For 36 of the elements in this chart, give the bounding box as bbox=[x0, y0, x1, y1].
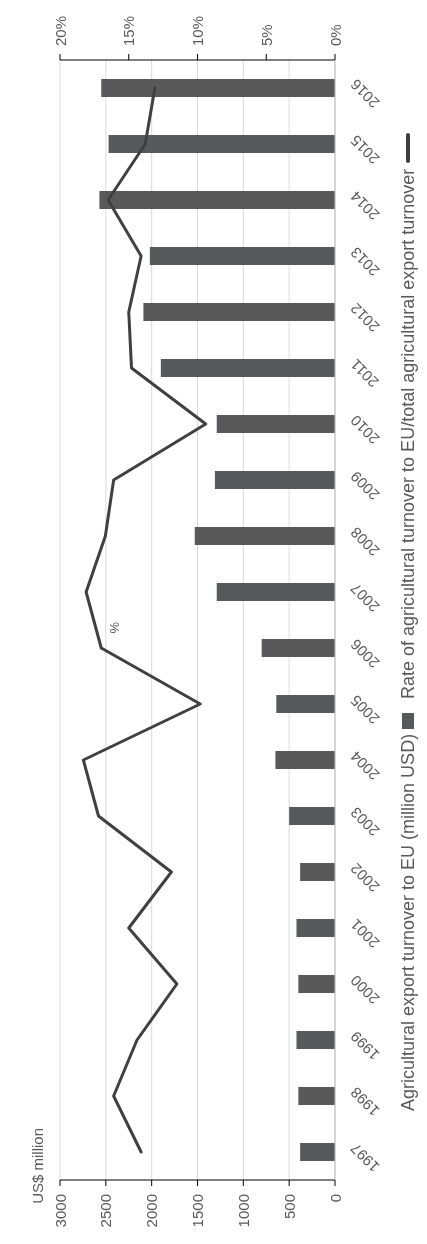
text: US$ million bbox=[29, 1128, 46, 1204]
x-tick-label: 1000 bbox=[234, 1194, 252, 1228]
bar bbox=[298, 1087, 335, 1105]
x2-tick-label: 10% bbox=[189, 15, 206, 46]
bar bbox=[160, 359, 335, 377]
bar bbox=[275, 751, 335, 769]
bar bbox=[216, 583, 335, 601]
x-tick-label: 0 bbox=[326, 1194, 344, 1203]
x-tick-label: 1500 bbox=[189, 1194, 206, 1228]
bar bbox=[289, 807, 335, 825]
x2-tick-label: 15% bbox=[120, 15, 138, 46]
bar bbox=[101, 79, 335, 97]
bar bbox=[296, 1031, 335, 1049]
legend-label: Agricultural export turnover to EU (million USD) bbox=[398, 733, 419, 1111]
bar bbox=[300, 863, 335, 881]
x-tick-label: 3000 bbox=[51, 1194, 69, 1228]
bar bbox=[276, 695, 335, 713]
bar bbox=[214, 471, 335, 489]
bar bbox=[99, 191, 335, 209]
x-tick-label: 2000 bbox=[143, 1194, 161, 1228]
x2-tick-label: 0% bbox=[326, 24, 344, 46]
bar bbox=[108, 135, 335, 153]
x2-tick-label: 20% bbox=[51, 15, 69, 46]
bar bbox=[296, 919, 335, 937]
bar bbox=[300, 1143, 335, 1161]
annotation: % bbox=[107, 622, 122, 634]
bar bbox=[194, 527, 335, 545]
bar bbox=[143, 303, 335, 321]
x-tick-label: 2500 bbox=[97, 1194, 115, 1228]
x-tick-label: 500 bbox=[280, 1194, 298, 1220]
bar bbox=[149, 247, 335, 265]
bar bbox=[216, 415, 335, 433]
bar bbox=[298, 975, 335, 993]
legend-label: Rate of agricultural turnover to EU/total agricultural export turnover bbox=[398, 168, 419, 699]
bar bbox=[261, 639, 335, 657]
x2-tick-label: 5% bbox=[257, 24, 275, 46]
